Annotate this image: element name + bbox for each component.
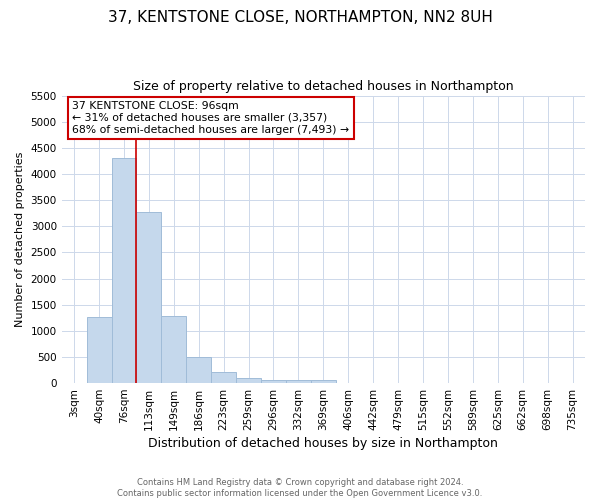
Y-axis label: Number of detached properties: Number of detached properties	[15, 152, 25, 327]
X-axis label: Distribution of detached houses by size in Northampton: Distribution of detached houses by size …	[148, 437, 498, 450]
Bar	[286, 380, 311, 383]
Bar	[311, 380, 336, 383]
Bar	[136, 212, 161, 383]
Bar	[211, 372, 236, 383]
Bar	[161, 316, 186, 383]
Bar	[186, 358, 211, 383]
Bar	[236, 378, 261, 383]
Title: Size of property relative to detached houses in Northampton: Size of property relative to detached ho…	[133, 80, 514, 93]
Bar	[86, 317, 112, 383]
Bar	[112, 158, 136, 383]
Text: 37, KENTSTONE CLOSE, NORTHAMPTON, NN2 8UH: 37, KENTSTONE CLOSE, NORTHAMPTON, NN2 8U…	[107, 10, 493, 25]
Bar	[261, 380, 286, 383]
Text: Contains HM Land Registry data © Crown copyright and database right 2024.
Contai: Contains HM Land Registry data © Crown c…	[118, 478, 482, 498]
Text: 37 KENTSTONE CLOSE: 96sqm
← 31% of detached houses are smaller (3,357)
68% of se: 37 KENTSTONE CLOSE: 96sqm ← 31% of detac…	[72, 102, 349, 134]
